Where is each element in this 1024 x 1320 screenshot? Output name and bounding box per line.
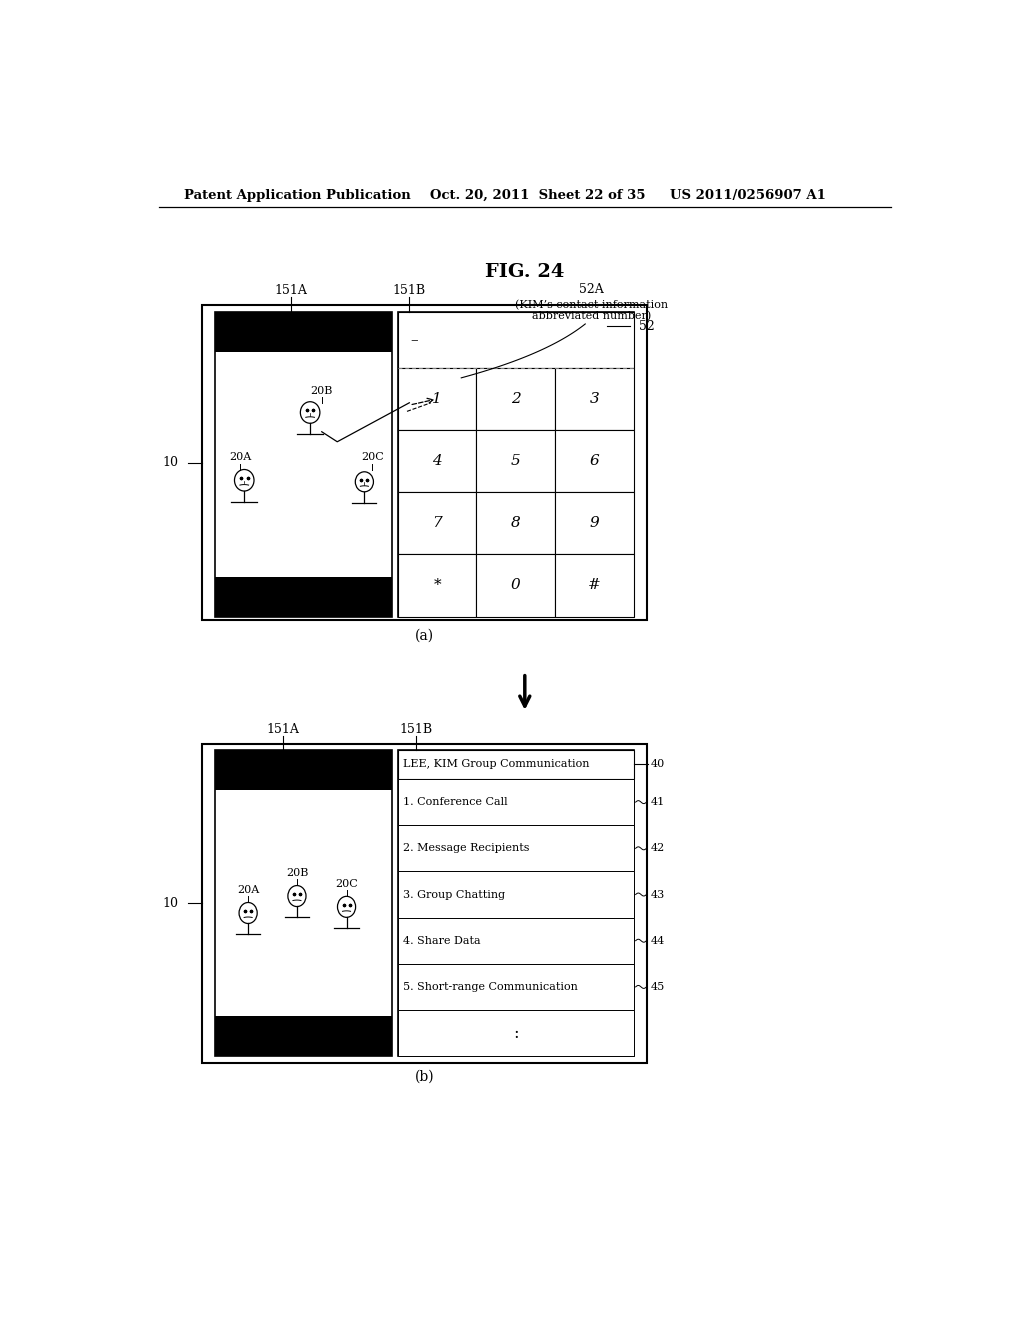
Bar	[215, 313, 391, 616]
Text: FIG. 24: FIG. 24	[485, 264, 564, 281]
Text: 20B: 20B	[286, 869, 308, 878]
Text: 20C: 20C	[335, 879, 358, 888]
Bar	[215, 577, 391, 616]
Text: 10: 10	[163, 455, 178, 469]
Bar	[476, 430, 555, 492]
Bar	[397, 750, 634, 779]
Text: #: #	[589, 578, 601, 593]
Text: 45: 45	[651, 982, 666, 991]
Bar	[202, 743, 647, 1063]
Text: 0: 0	[511, 578, 521, 593]
Bar	[397, 554, 476, 616]
Bar	[555, 554, 634, 616]
Text: 20C: 20C	[360, 453, 384, 462]
Text: (a): (a)	[415, 628, 434, 643]
Bar	[202, 305, 647, 620]
Text: 1: 1	[432, 392, 442, 407]
Text: (b): (b)	[415, 1069, 434, 1084]
Text: 4: 4	[432, 454, 442, 469]
Text: (KIM’s contact information: (KIM’s contact information	[515, 300, 668, 310]
Text: *: *	[433, 578, 441, 593]
Text: 8: 8	[511, 516, 521, 531]
Bar	[476, 368, 555, 430]
Bar	[215, 750, 391, 789]
Bar	[397, 313, 634, 616]
Text: 151B: 151B	[399, 723, 433, 737]
Bar	[476, 492, 555, 554]
Text: Oct. 20, 2011  Sheet 22 of 35: Oct. 20, 2011 Sheet 22 of 35	[430, 189, 646, 202]
Bar	[215, 313, 391, 352]
Text: :: :	[513, 1024, 519, 1041]
Text: 52: 52	[640, 319, 655, 333]
Text: 5: 5	[511, 454, 521, 469]
Bar	[555, 492, 634, 554]
Bar	[397, 779, 634, 825]
Bar	[555, 430, 634, 492]
Bar	[555, 368, 634, 430]
Text: 4. Share Data: 4. Share Data	[403, 936, 480, 945]
Text: –: –	[410, 333, 418, 347]
Text: 6: 6	[590, 454, 600, 469]
Bar	[476, 554, 555, 616]
Text: 20A: 20A	[237, 884, 259, 895]
Text: 43: 43	[651, 890, 666, 899]
Text: 2. Message Recipients: 2. Message Recipients	[403, 843, 529, 853]
Text: abbreviated number): abbreviated number)	[531, 312, 651, 321]
Text: 3: 3	[590, 392, 600, 407]
Text: 42: 42	[651, 843, 666, 853]
Text: 151A: 151A	[266, 723, 299, 737]
Bar	[397, 871, 634, 917]
Text: 52A: 52A	[580, 282, 604, 296]
Text: 20B: 20B	[310, 385, 333, 396]
Bar	[215, 1016, 391, 1056]
Bar	[397, 313, 634, 368]
Text: 7: 7	[432, 516, 442, 531]
Text: 9: 9	[590, 516, 600, 531]
Text: 151B: 151B	[392, 284, 425, 297]
Text: 151A: 151A	[274, 284, 307, 297]
Bar	[397, 368, 476, 430]
Bar	[397, 750, 634, 1056]
Bar	[397, 825, 634, 871]
Text: 41: 41	[651, 797, 666, 807]
Text: LEE, KIM Group Communication: LEE, KIM Group Communication	[403, 759, 590, 770]
Bar	[397, 964, 634, 1010]
Text: 40: 40	[651, 759, 666, 770]
Text: Patent Application Publication: Patent Application Publication	[183, 189, 411, 202]
Bar	[397, 1010, 634, 1056]
Text: US 2011/0256907 A1: US 2011/0256907 A1	[671, 189, 826, 202]
Text: 2: 2	[511, 392, 521, 407]
Bar	[397, 492, 476, 554]
Text: 3. Group Chatting: 3. Group Chatting	[403, 890, 505, 899]
Bar	[397, 917, 634, 964]
Bar	[397, 430, 476, 492]
Text: 20A: 20A	[229, 453, 252, 462]
Text: 44: 44	[651, 936, 666, 945]
Text: 5. Short-range Communication: 5. Short-range Communication	[403, 982, 578, 991]
Bar	[215, 750, 391, 1056]
Text: 1. Conference Call: 1. Conference Call	[403, 797, 508, 807]
Text: 10: 10	[163, 896, 178, 909]
